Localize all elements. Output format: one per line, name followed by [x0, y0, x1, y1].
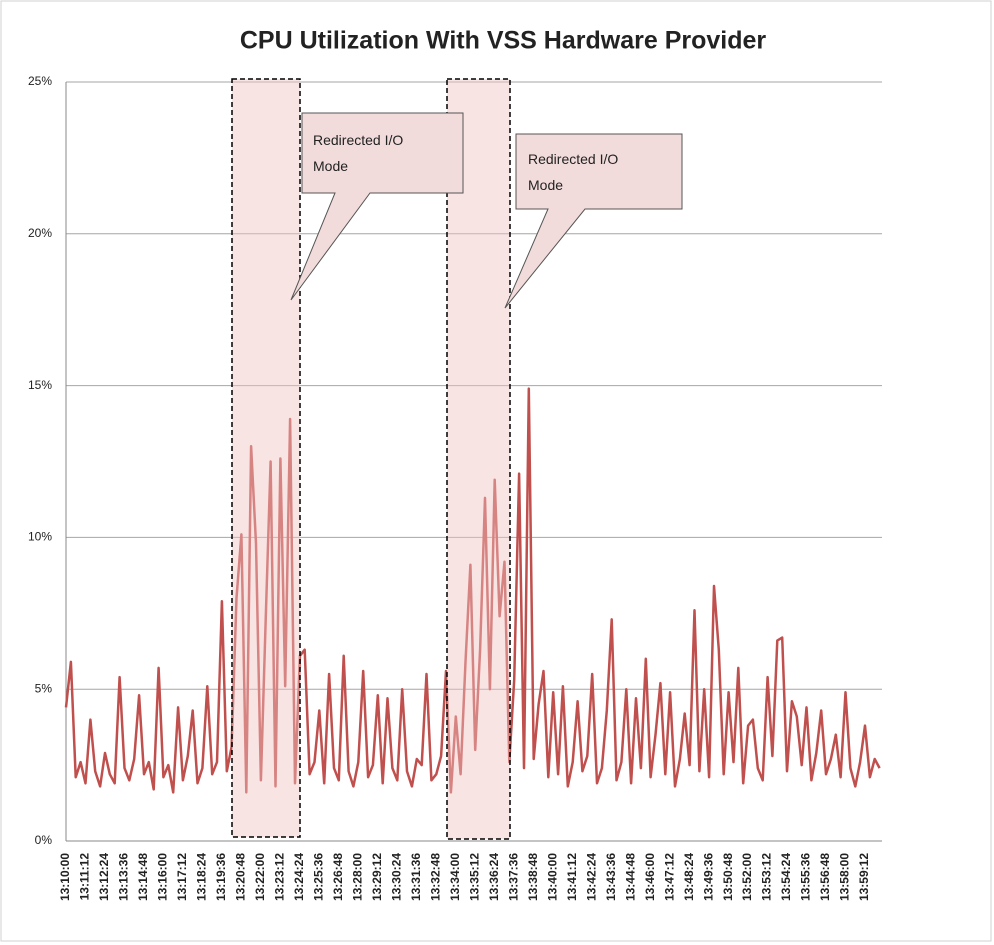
x-tick-label: 13:26:48 — [331, 853, 345, 901]
x-tick-label: 13:20:48 — [234, 853, 248, 901]
x-tick-label: 13:50:48 — [721, 853, 735, 901]
x-tick-label: 13:32:48 — [428, 853, 442, 901]
x-tick-label: 13:13:36 — [117, 853, 131, 901]
x-tick-label: 13:29:12 — [370, 853, 384, 901]
x-tick-label: 13:17:12 — [175, 853, 189, 901]
x-tick-label: 13:59:12 — [857, 853, 871, 901]
x-tick-label: 13:44:48 — [623, 853, 637, 901]
highlight-region — [231, 78, 301, 838]
callout — [504, 133, 683, 309]
x-tick-label: 13:54:24 — [779, 853, 793, 901]
x-tick-label: 13:31:36 — [409, 853, 423, 901]
x-tick-label: 13:16:00 — [156, 853, 170, 901]
x-tick-label: 13:18:24 — [195, 853, 209, 901]
x-axis: 13:10:00 13:11:12 13:12:24 13:13:36 13:14:48… — [58, 853, 871, 901]
x-tick-label: 13:10:00 — [58, 853, 72, 901]
x-tick-label: 13:42:24 — [584, 853, 598, 901]
y-tick-label: 25% — [28, 74, 52, 88]
x-tick-label: 13:35:12 — [467, 853, 481, 901]
x-tick-label: 13:28:00 — [350, 853, 364, 901]
x-tick-label: 13:12:24 — [97, 853, 111, 901]
x-tick-label: 13:37:36 — [506, 853, 520, 901]
data-line — [64, 387, 881, 794]
x-tick-label: 13:22:00 — [253, 853, 267, 901]
x-tick-label: 13:23:12 — [273, 853, 287, 901]
x-tick-label: 13:25:36 — [312, 853, 326, 901]
x-tick-label: 13:40:00 — [545, 853, 559, 901]
y-tick-label: 0% — [35, 833, 53, 847]
y-tick-label: 20% — [28, 226, 52, 240]
x-tick-label: 13:49:36 — [701, 853, 715, 901]
highlight-region — [446, 78, 511, 840]
plot — [64, 387, 881, 794]
x-tick-label: 13:58:00 — [838, 853, 852, 901]
x-tick-label: 13:14:48 — [136, 853, 150, 901]
x-tick-label: 13:30:24 — [389, 853, 403, 901]
callout — [290, 112, 464, 301]
x-tick-label: 13:24:24 — [292, 853, 306, 901]
grid: 0% 5% 10% 15% 20% 25% — [28, 74, 882, 847]
x-tick-label: 13:48:24 — [682, 853, 696, 901]
x-tick-label: 13:19:36 — [214, 853, 228, 901]
x-tick-label: 13:46:00 — [643, 853, 657, 901]
x-tick-label: 13:55:36 — [799, 853, 813, 901]
y-tick-label: 5% — [35, 681, 53, 695]
y-tick-label: 10% — [28, 530, 52, 544]
x-tick-label: 13:47:12 — [662, 853, 676, 901]
x-tick-label: 13:34:00 — [448, 853, 462, 901]
chart-title: CPU Utilization With VSS Hardware Provid… — [240, 27, 767, 55]
x-tick-label: 13:41:12 — [565, 853, 579, 901]
y-tick-label: 15% — [28, 378, 52, 392]
x-tick-label: 13:56:48 — [818, 853, 832, 901]
x-tick-label: 13:53:12 — [760, 853, 774, 901]
x-tick-label: 13:11:12 — [78, 853, 92, 901]
x-tick-label: 13:36:24 — [487, 853, 501, 901]
x-tick-label: 13:43:36 — [604, 853, 618, 901]
x-tick-label: 13:38:48 — [526, 853, 540, 901]
x-tick-label: 13:52:00 — [740, 853, 754, 901]
callout-text: Redirected I/O Mode — [313, 132, 404, 174]
callout-text: Redirected I/O Mode — [528, 151, 619, 193]
